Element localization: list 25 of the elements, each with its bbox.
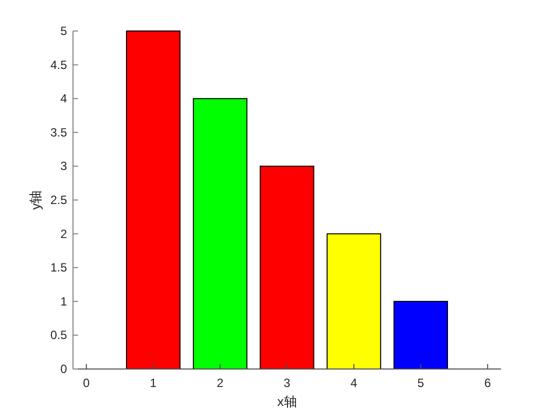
x-tick-label: 6	[484, 376, 492, 390]
y-tick-label: 4	[60, 92, 68, 106]
y-tick-label: 0	[60, 362, 68, 376]
bar	[326, 233, 382, 370]
y-tick-label: 1.5	[50, 260, 68, 275]
bar	[260, 166, 314, 370]
x-tick-label: 4	[350, 376, 358, 390]
y-axis-title: y轴	[28, 190, 43, 210]
x-axis-title: x轴	[277, 394, 297, 409]
x-tick-label: 1	[150, 376, 157, 390]
bar	[394, 300, 448, 370]
x-tick-label: 5	[417, 376, 424, 390]
y-tick-label: 4.5	[50, 58, 68, 72]
y-tick-label: 5	[60, 24, 68, 38]
y-tick-label: 1	[60, 294, 68, 308]
y-tick-label: 3.5	[50, 125, 68, 140]
x-tick-label: 0	[83, 376, 90, 390]
y-tick-label: 2	[60, 226, 68, 241]
y-tick-label: 2.5	[50, 193, 68, 207]
y-tick-label: 3	[60, 159, 68, 174]
bar	[126, 30, 180, 370]
x-tick-label: 3	[284, 376, 291, 390]
x-tick-label: 2	[216, 376, 224, 390]
y-tick-label: 0.5	[50, 328, 68, 342]
bar	[192, 98, 248, 370]
